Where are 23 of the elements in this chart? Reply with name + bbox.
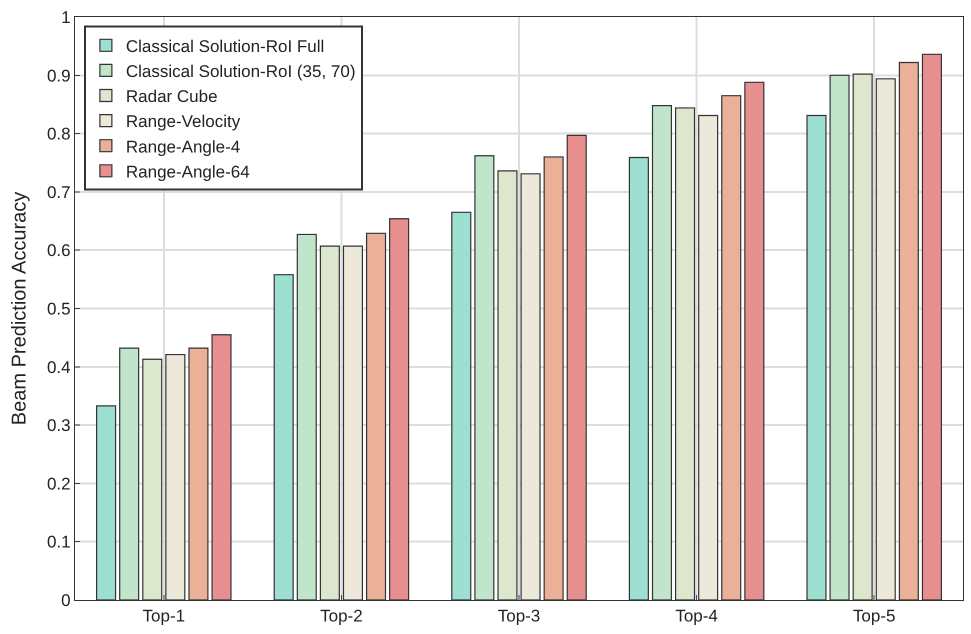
x-tick-label: Top-4	[675, 606, 718, 626]
y-axis-title: Beam Prediction Accuracy	[8, 192, 30, 426]
y-tick-label: 0.3	[46, 416, 71, 436]
legend-label: Range-Angle-64	[126, 162, 250, 182]
legend-label: Classical Solution-RoI (35, 70)	[126, 62, 356, 82]
legend-label: Range-Angle-4	[126, 137, 240, 156]
legend-label: Radar Cube	[126, 87, 218, 106]
x-tick-label: Top-1	[142, 606, 186, 626]
legend-label: Range-Velocity	[126, 112, 241, 132]
y-tick-label: 0.2	[46, 474, 71, 494]
x-tick-label: Top-2	[320, 606, 363, 626]
x-tick-label: Top-5	[852, 606, 896, 626]
y-tick-label: 0.4	[46, 358, 71, 377]
legend-label: Classical Solution-RoI Full	[126, 36, 324, 56]
y-tick-label: 0.9	[46, 66, 71, 86]
y-tick-label: 0.5	[46, 299, 71, 318]
y-tick-label: 0.1	[46, 532, 71, 552]
y-tick-label: 0.7	[46, 182, 71, 202]
y-tick-label: 0.6	[46, 241, 71, 260]
y-tick-label: 0	[61, 590, 71, 610]
y-tick-label: 0.8	[46, 124, 71, 144]
y-tick-label: 1	[61, 8, 71, 27]
x-tick-label: Top-3	[498, 606, 540, 626]
